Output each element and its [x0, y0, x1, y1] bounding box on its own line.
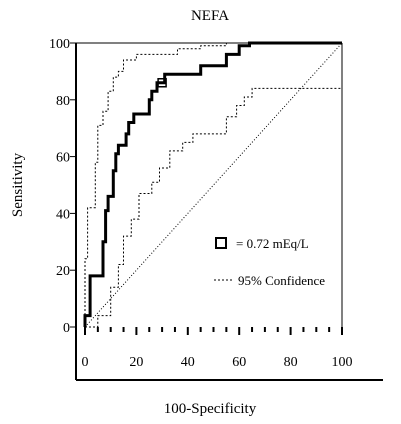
y-tick-label: 100	[49, 37, 70, 52]
cutoff-marker	[157, 78, 167, 88]
x-tick-label: 100	[332, 355, 353, 370]
y-tick-label: 20	[56, 264, 70, 279]
y-tick-label: 0	[63, 321, 70, 336]
x-tick-label: 80	[284, 355, 298, 370]
x-tick-label: 20	[129, 355, 143, 370]
diagonal-reference-line	[84, 42, 343, 328]
x-axis-label: 100-Specificity	[164, 401, 257, 417]
y-tick-label: 80	[56, 94, 70, 109]
chart-title: NEFA	[191, 8, 229, 24]
cutoff-marker-layer	[157, 78, 167, 88]
legend-cutoff-label: = 0.72 mEq/L	[236, 236, 309, 251]
x-tick-label: 40	[181, 355, 195, 370]
legend-cutoff-marker-icon	[215, 237, 227, 249]
x-tick-label: 0	[82, 355, 89, 370]
legend: = 0.72 mEq/L 95% Confidence	[214, 236, 325, 288]
x-axis-ticks: 0 20 40 60 80 100	[82, 327, 353, 370]
y-tick-label: 40	[56, 207, 70, 222]
series-layer	[83, 41, 343, 328]
plot-frame	[75, 42, 383, 381]
legend-ci-label: 95% Confidence	[238, 273, 325, 288]
y-axis-ticks: 0 20 40 60 80 100	[49, 37, 76, 336]
y-tick-label: 60	[56, 151, 70, 166]
roc-curve	[83, 41, 342, 327]
upper-confidence-line	[84, 42, 342, 327]
x-tick-label: 60	[232, 355, 246, 370]
y-axis-label: Sensitivity	[10, 152, 26, 217]
lower-confidence-line	[85, 43, 343, 328]
